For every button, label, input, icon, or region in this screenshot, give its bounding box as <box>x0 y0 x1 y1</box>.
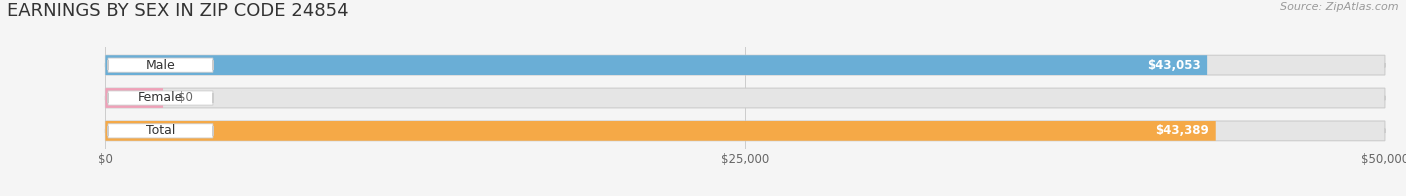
Text: $43,389: $43,389 <box>1156 124 1209 137</box>
Text: Female: Female <box>138 92 183 104</box>
FancyBboxPatch shape <box>105 121 1216 141</box>
FancyBboxPatch shape <box>105 88 163 108</box>
FancyBboxPatch shape <box>108 58 212 72</box>
FancyBboxPatch shape <box>108 124 212 138</box>
FancyBboxPatch shape <box>105 55 1385 75</box>
Text: Total: Total <box>146 124 176 137</box>
Text: Source: ZipAtlas.com: Source: ZipAtlas.com <box>1281 2 1399 12</box>
FancyBboxPatch shape <box>105 121 1385 141</box>
FancyBboxPatch shape <box>105 55 1208 75</box>
Text: Male: Male <box>146 59 176 72</box>
Text: $43,053: $43,053 <box>1147 59 1201 72</box>
FancyBboxPatch shape <box>108 91 212 105</box>
Text: $0: $0 <box>179 92 193 104</box>
Text: EARNINGS BY SEX IN ZIP CODE 24854: EARNINGS BY SEX IN ZIP CODE 24854 <box>7 2 349 20</box>
FancyBboxPatch shape <box>105 88 1385 108</box>
